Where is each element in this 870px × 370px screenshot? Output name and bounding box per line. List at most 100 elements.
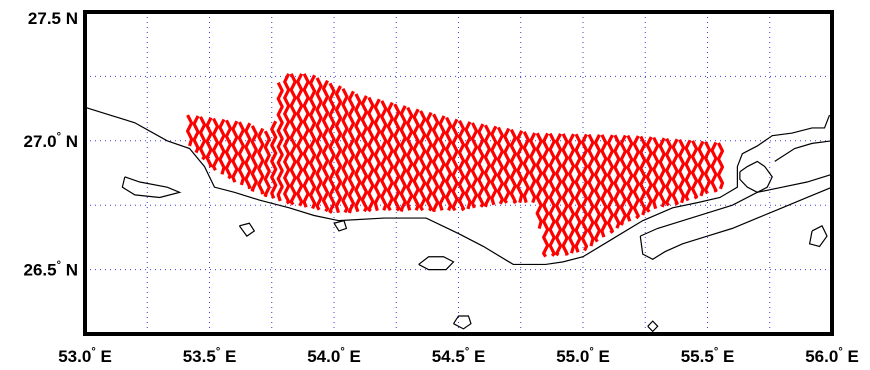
survey-track-line <box>587 133 595 247</box>
survey-track-line <box>639 135 647 216</box>
survey-track-line <box>574 133 582 253</box>
coastline-segment <box>774 140 833 162</box>
survey-track-line <box>419 110 427 212</box>
survey-track-line <box>632 135 640 220</box>
lon-tick-label: 53.0° E <box>58 346 112 366</box>
survey-track-line <box>613 134 621 229</box>
survey-track-line <box>522 131 530 204</box>
survey-track-line <box>380 100 388 211</box>
coastline-segment <box>808 224 828 248</box>
coastline-segment <box>639 173 833 260</box>
survey-track-line <box>580 133 589 252</box>
coastline-segment <box>121 176 182 199</box>
survey-track-line <box>347 90 356 214</box>
survey-track-line <box>270 120 278 199</box>
survey-track-line <box>334 85 343 214</box>
survey-track-line <box>645 136 653 213</box>
survey-track-line <box>490 125 498 206</box>
survey-track-line <box>457 119 466 212</box>
lon-tick-label: 56.0° E <box>805 346 859 366</box>
survey-track-line <box>425 111 433 212</box>
survey-track-line <box>529 132 537 204</box>
survey-tracklines <box>185 73 725 258</box>
survey-track-line <box>710 141 718 193</box>
survey-track-line <box>412 108 420 211</box>
survey-track-line <box>703 141 712 195</box>
lon-tick-label: 55.0° E <box>556 346 610 366</box>
coastline-segment <box>84 106 831 266</box>
survey-track-line <box>697 140 705 197</box>
coastline <box>84 106 833 333</box>
survey-track-line <box>302 73 310 208</box>
survey-track-line <box>296 73 304 207</box>
survey-track-line <box>328 82 336 214</box>
survey-track-line <box>509 128 517 205</box>
survey-track-line <box>354 93 362 213</box>
survey-track-line <box>690 140 699 200</box>
survey-track-line <box>567 133 576 254</box>
survey-track-line <box>185 114 194 147</box>
survey-track-line <box>470 122 479 209</box>
lon-tick-label: 53.5° E <box>183 346 237 366</box>
lon-tick-label: 55.5° E <box>681 346 735 366</box>
survey-track-line <box>606 134 614 234</box>
survey-track-line <box>224 119 233 180</box>
survey-track-line <box>386 101 394 212</box>
survey-track-line <box>406 106 414 211</box>
survey-track-line <box>619 134 627 226</box>
survey-track-line <box>373 98 381 212</box>
survey-track-line <box>483 124 491 208</box>
survey-track-line <box>477 123 485 208</box>
survey-track-line <box>548 132 556 257</box>
survey-track-line <box>211 117 220 172</box>
survey-track-line <box>308 74 317 210</box>
survey-track-line <box>464 121 472 210</box>
survey-track-line <box>600 134 608 238</box>
survey-track-line <box>671 138 679 206</box>
axis-labels: 53.0° E 53.5° E 54.0° E 54.5° E 55.0° E 55.5°… <box>24 9 859 366</box>
coastline-segment <box>418 256 455 271</box>
coastline-segment <box>238 222 256 237</box>
survey-track-line <box>315 77 323 211</box>
survey-track-line <box>444 116 453 211</box>
survey-track-line <box>496 126 504 205</box>
survey-track-line <box>283 73 291 205</box>
survey-track-line <box>438 115 446 211</box>
coastline-segment <box>739 160 773 193</box>
survey-track-line <box>218 118 226 175</box>
survey-track-line <box>593 134 602 243</box>
survey-track-line <box>431 113 440 212</box>
survey-track-line <box>678 139 686 204</box>
survey-track-line <box>231 120 239 183</box>
map-frame <box>83 10 834 336</box>
survey-track-line <box>665 137 673 207</box>
lat-tick-label: 26.5° N <box>24 260 79 280</box>
survey-track-line <box>554 133 563 257</box>
survey-track-line <box>393 103 401 212</box>
survey-track-line <box>399 105 407 212</box>
survey-track-line <box>321 79 330 213</box>
survey-track-line <box>516 130 524 204</box>
survey-track-line <box>289 73 297 206</box>
lon-tick-label: 54.5° E <box>432 346 486 366</box>
coastline-segment <box>647 320 659 333</box>
lat-tick-label: 27.0° N <box>24 131 79 151</box>
survey-track-line <box>250 125 258 192</box>
survey-track-line <box>341 87 349 214</box>
survey-track-line <box>535 132 543 230</box>
survey-track-line <box>257 127 265 195</box>
survey-track-line <box>542 132 550 258</box>
survey-track-line <box>367 96 375 213</box>
lat-tick-label: 27.5 N <box>28 9 78 28</box>
survey-track-line <box>561 133 569 256</box>
survey-track-line <box>276 81 284 202</box>
survey-track-line <box>198 116 207 161</box>
survey-track-line <box>652 136 660 210</box>
survey-track-line <box>192 115 200 154</box>
coastline-segment <box>453 315 472 330</box>
survey-track-line <box>684 139 692 202</box>
coastline-segment <box>333 219 348 232</box>
survey-track-line <box>503 127 511 204</box>
survey-track-line <box>205 116 213 168</box>
